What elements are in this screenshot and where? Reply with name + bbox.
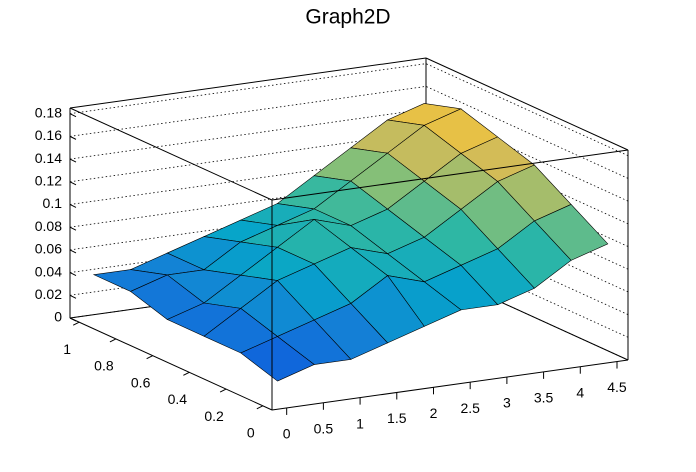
x-tick-label: 1 [356, 415, 364, 431]
x-tick-label: 4.5 [607, 379, 627, 395]
z-tick [69, 249, 77, 254]
x-tick-label: 3 [503, 395, 511, 411]
y-tick-label: 0.6 [131, 374, 151, 390]
y-tick [256, 405, 264, 410]
y-tick-label: 0.8 [94, 358, 114, 374]
z-tick [69, 294, 77, 299]
chart-title: Graph2D [305, 6, 390, 29]
y-tick [219, 388, 227, 393]
z-tick-label: 0.04 [35, 263, 62, 279]
z-tick-label: 0.18 [35, 104, 62, 120]
x-tick-label: 3.5 [534, 390, 554, 406]
z-tick [69, 204, 77, 208]
surface-cell [240, 336, 315, 382]
y-tick [109, 338, 117, 343]
y-tick [72, 321, 80, 326]
z-tick-label: 0.12 [35, 172, 62, 188]
x-tick-label: 4 [576, 384, 584, 400]
y-tick-label: 0.4 [168, 391, 188, 407]
z-tick-label: 0 [54, 309, 62, 325]
z-tick [69, 181, 77, 186]
z-tick-label: 0.08 [35, 218, 62, 234]
z-tick [69, 226, 77, 231]
x-tick-label: 1.5 [387, 410, 407, 426]
x-tick-label: 2 [430, 405, 438, 421]
z-tick [69, 158, 77, 163]
box-edge [425, 57, 629, 151]
y-tick-label: 0.2 [204, 408, 224, 424]
x-tick-label: 2.5 [460, 400, 480, 416]
y-tick-label: 0 [247, 425, 255, 441]
z-tick-label: 0.02 [35, 286, 62, 302]
z-tick [69, 135, 77, 140]
z-tick-label: 0.1 [43, 195, 63, 211]
z-tick [69, 272, 77, 277]
box-edge [271, 359, 629, 411]
z-tick-label: 0.14 [35, 150, 62, 166]
box-edge [271, 149, 629, 201]
y-tick [146, 355, 153, 360]
box-edge [69, 317, 273, 411]
box-edge [69, 107, 273, 201]
z-tick-label: 0.16 [35, 127, 62, 143]
y-tick [183, 371, 190, 376]
x-tick-label: 0 [283, 426, 291, 442]
y-tick-label: 1 [63, 341, 71, 357]
z-tick-label: 0.06 [35, 241, 62, 257]
z-tick [69, 113, 77, 118]
box-edge [69, 57, 427, 109]
x-tick-label: 0.5 [314, 420, 334, 436]
